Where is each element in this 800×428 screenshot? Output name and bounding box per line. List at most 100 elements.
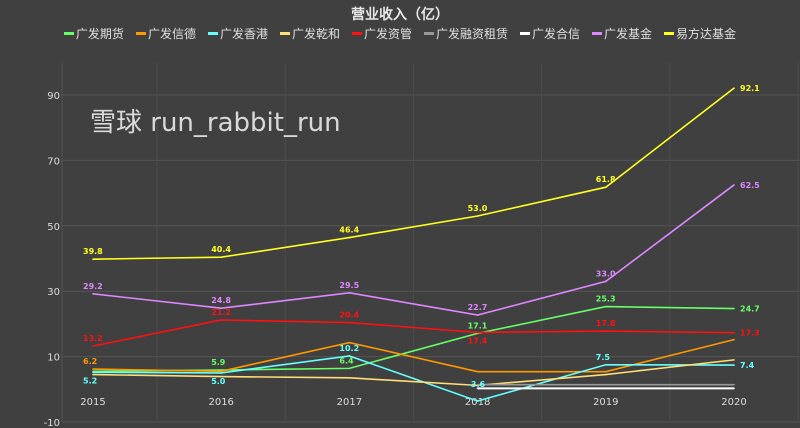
legend-item[interactable]: 广发资管 xyxy=(351,25,412,42)
data-label: 7.4 xyxy=(740,361,755,370)
legend-label: 易方达基金 xyxy=(676,27,737,41)
data-label: 25.3 xyxy=(596,295,616,304)
data-label: 17.1 xyxy=(468,321,488,330)
data-point xyxy=(733,87,735,89)
data-point xyxy=(605,280,607,283)
y-tick-label: -10 xyxy=(44,418,60,428)
data-label: 62.5 xyxy=(740,181,760,190)
data-label: 61.8 xyxy=(596,175,616,184)
data-point xyxy=(348,367,351,370)
data-point xyxy=(476,370,479,373)
legend: 广发期货 广发信德 广发香港 广发乾和 广发资管 广发融资租赁 广发合信 广发基金 易方达基金 xyxy=(0,25,800,42)
legend-label: 广发资管 xyxy=(363,27,412,41)
legend-item[interactable]: 广发期货 xyxy=(63,25,124,42)
legend-label: 广发香港 xyxy=(219,27,268,41)
y-tick-label: 30 xyxy=(47,287,60,298)
legend-label: 广发期货 xyxy=(75,27,124,41)
data-label: 22.7 xyxy=(468,303,488,312)
legend-label: 广发信德 xyxy=(147,27,196,41)
data-label: 53.0 xyxy=(468,204,488,213)
watermark: 雪球 run_rabbit_run xyxy=(90,108,341,138)
data-point xyxy=(733,184,735,186)
data-label: 13.2 xyxy=(83,334,103,343)
legend-label: 广发融资租赁 xyxy=(436,27,509,41)
x-tick-label: 2020 xyxy=(721,397,746,408)
data-point xyxy=(605,363,607,366)
data-point xyxy=(605,370,607,373)
data-point xyxy=(92,293,94,295)
data-label: 10.2 xyxy=(339,344,359,353)
legend-item[interactable]: 广发信德 xyxy=(135,25,196,42)
data-point xyxy=(476,215,479,217)
y-tick-label: 90 xyxy=(47,91,60,102)
data-label: 40.4 xyxy=(211,245,231,254)
data-point xyxy=(733,387,735,390)
data-point xyxy=(605,383,607,386)
series-line-易方达基金 xyxy=(92,87,735,260)
y-tick-label: 10 xyxy=(47,353,60,364)
legend-swatch xyxy=(592,32,603,35)
legend-item[interactable]: 易方达基金 xyxy=(664,25,736,42)
data-point xyxy=(220,319,222,321)
data-point xyxy=(605,305,607,308)
data-label: 17.4 xyxy=(468,336,488,345)
data-point xyxy=(348,236,351,239)
legend-swatch xyxy=(207,32,218,35)
data-label: -3.6 xyxy=(468,380,486,389)
series-line-广发香港 xyxy=(92,355,735,402)
series-line-广发资管 xyxy=(92,319,735,347)
legend-swatch xyxy=(135,32,146,35)
data-label: 7.5 xyxy=(596,353,611,362)
legend-label: 广发合信 xyxy=(532,27,581,41)
legend-swatch xyxy=(664,32,675,35)
data-label: 29.5 xyxy=(339,281,359,290)
data-point xyxy=(220,256,222,258)
data-label: 24.7 xyxy=(740,305,760,314)
data-label: 21.2 xyxy=(211,308,231,317)
data-point xyxy=(605,387,607,390)
data-label: 39.8 xyxy=(83,247,103,256)
data-label: 5.2 xyxy=(83,376,97,385)
data-point xyxy=(476,383,479,386)
legend-swatch xyxy=(351,32,362,35)
data-label: 46.4 xyxy=(339,226,359,235)
data-point xyxy=(92,373,94,376)
data-label: 92.1 xyxy=(740,84,760,93)
data-point xyxy=(220,370,222,373)
data-point xyxy=(92,368,94,370)
data-point xyxy=(733,331,735,334)
data-label: 33.0 xyxy=(596,269,616,278)
x-tick-label: 2015 xyxy=(80,397,105,408)
legend-item[interactable]: 广发乾和 xyxy=(279,25,340,42)
data-label: 17.8 xyxy=(596,319,616,328)
legend-item[interactable]: 广发合信 xyxy=(520,25,580,42)
data-point xyxy=(348,321,351,324)
legend-item[interactable]: 广发基金 xyxy=(592,25,652,42)
data-point xyxy=(92,345,94,347)
data-point xyxy=(733,338,735,341)
legend-swatch xyxy=(520,32,531,35)
y-tick-label: 50 xyxy=(47,222,60,233)
series-line-广发基金 xyxy=(92,184,735,316)
series-line-广发乾和 xyxy=(92,359,735,387)
data-point xyxy=(220,372,222,374)
chart-title: 营业收入（亿） xyxy=(351,7,449,23)
data-point xyxy=(348,377,351,379)
data-point xyxy=(733,359,735,361)
y-tick-label: 70 xyxy=(47,156,60,167)
data-label: 6.2 xyxy=(83,357,97,366)
legend-swatch xyxy=(63,32,74,35)
legend-item[interactable]: 广发香港 xyxy=(207,25,268,42)
data-point xyxy=(733,364,735,366)
legend-item[interactable]: 广发融资租赁 xyxy=(424,25,508,42)
data-label: 29.2 xyxy=(83,282,103,291)
legend-swatch xyxy=(424,32,434,35)
data-point xyxy=(605,186,607,189)
data-label: 17.3 xyxy=(740,329,760,338)
x-tick-label: 2019 xyxy=(593,397,618,408)
data-point xyxy=(476,314,479,316)
series-line-广发信德 xyxy=(92,338,735,373)
x-tick-label: 2017 xyxy=(337,397,362,408)
data-label: 20.4 xyxy=(339,311,359,320)
